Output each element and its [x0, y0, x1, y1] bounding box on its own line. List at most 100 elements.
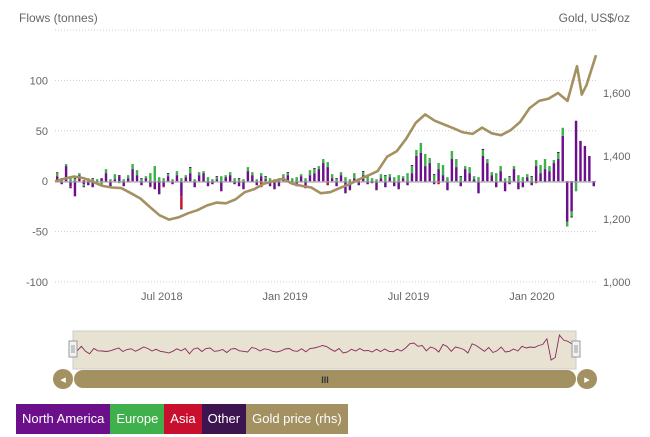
flow-bar: [171, 179, 174, 182]
flow-bar: [220, 176, 223, 182]
scrollbar-thumb[interactable]: [74, 370, 576, 388]
scroll-right-button[interactable]: [577, 369, 597, 389]
navigator-handle-right[interactable]: [571, 340, 581, 358]
flow-bar: [530, 181, 533, 186]
flow-bar: [530, 176, 533, 178]
flow-bar: [459, 181, 462, 187]
flow-bar: [69, 187, 72, 189]
flow-bar: [237, 179, 241, 182]
flow-bar: [384, 175, 387, 177]
flow-bar: [277, 181, 281, 186]
flow-bar: [517, 181, 520, 190]
flow-bar: [73, 179, 77, 182]
flow-bar: [384, 176, 387, 182]
flow-bar: [268, 178, 272, 182]
flow-bar: [579, 140, 582, 182]
flow-bar: [299, 176, 303, 182]
flow-bar: [348, 179, 352, 182]
flow-bar: [202, 171, 205, 174]
flow-bar: [570, 211, 573, 217]
flow-bar: [193, 179, 196, 182]
flow-bar: [82, 184, 86, 187]
legend-item-europe[interactable]: Europe: [110, 404, 165, 434]
navigator-handle-left[interactable]: [68, 340, 78, 358]
flow-bar: [144, 176, 148, 179]
flow-bar: [503, 178, 507, 182]
legend-item-asia[interactable]: Asia: [164, 404, 202, 434]
legend-item-north-america[interactable]: North America: [16, 404, 111, 434]
flow-bar: [109, 181, 112, 188]
flow-bar: [189, 168, 192, 174]
flow-bar: [335, 178, 338, 180]
flow-bar: [304, 178, 307, 182]
flow-bar: [55, 173, 59, 177]
flow-bar: [264, 176, 267, 178]
flow-bar: [495, 173, 498, 182]
flow-bar: [215, 179, 219, 182]
flow-bar: [424, 153, 427, 167]
y-right-tick-label: 1,600: [603, 88, 631, 100]
scroll-left-button[interactable]: [53, 369, 73, 389]
flow-bar: [463, 166, 467, 170]
flow-bar: [228, 175, 232, 182]
flow-bar: [55, 172, 59, 174]
flow-bar: [317, 169, 321, 182]
y-left-tick-label: 50: [36, 126, 48, 138]
flow-bar: [326, 184, 329, 186]
flow-bar: [477, 181, 480, 194]
navigator-selection[interactable]: [72, 330, 577, 370]
flow-bar: [344, 177, 347, 182]
flow-bar: [339, 175, 343, 182]
flow-bar: [122, 181, 125, 187]
flow-bar: [499, 166, 502, 172]
flow-bar: [455, 167, 458, 182]
flow-bar: [379, 174, 383, 179]
flow-bar: [592, 181, 596, 187]
gridlines: [55, 29, 596, 283]
scrollbar[interactable]: ◂ III ▸: [53, 369, 597, 389]
flow-bar: [481, 148, 485, 150]
scroll-right-arrow-icon: ▸: [584, 374, 590, 386]
flow-bar: [162, 181, 165, 187]
legend-item-other[interactable]: Other: [201, 404, 247, 434]
flow-bar: [508, 176, 511, 178]
flow-bar: [197, 172, 201, 176]
flow-bar: [175, 175, 179, 182]
flow-bar: [308, 175, 312, 182]
flow-bar: [415, 156, 418, 182]
flow-bar: [304, 181, 307, 189]
flow-bar: [55, 176, 59, 182]
flow-bar: [344, 181, 347, 194]
flow-bar: [184, 177, 188, 182]
flow-bar: [175, 171, 179, 176]
flow-bar: [375, 189, 378, 191]
flow-bar: [375, 179, 378, 182]
flow-bar: [189, 173, 192, 182]
legend-item-gold-price[interactable]: Gold price (rhs): [246, 404, 348, 434]
flow-bar: [424, 166, 427, 182]
flow-bar: [388, 177, 392, 182]
flow-bar: [437, 163, 440, 170]
flow-bar: [468, 167, 471, 174]
flow-bar: [322, 159, 325, 164]
flow-bar: [264, 179, 267, 182]
x-tick-label: Jan 2020: [509, 291, 554, 303]
flow-bar: [459, 176, 462, 178]
flow-bar: [149, 186, 152, 188]
flow-bar: [477, 177, 480, 182]
flow-bar: [326, 162, 329, 168]
flow-bar: [224, 175, 227, 178]
flow-bar: [131, 169, 134, 182]
flow-bar: [313, 173, 316, 182]
navigator[interactable]: ◂ III ▸: [0, 322, 650, 394]
flow-bar: [206, 181, 210, 187]
flow-bar: [557, 152, 560, 160]
flow-bar: [557, 151, 560, 153]
flow-bar: [446, 177, 449, 182]
flow-bar: [220, 181, 223, 192]
flow-bar: [450, 159, 454, 182]
flow-bar: [410, 173, 414, 182]
scroll-left-arrow-icon: ◂: [60, 374, 66, 386]
flow-bar: [78, 173, 81, 176]
flow-bar: [149, 181, 152, 187]
